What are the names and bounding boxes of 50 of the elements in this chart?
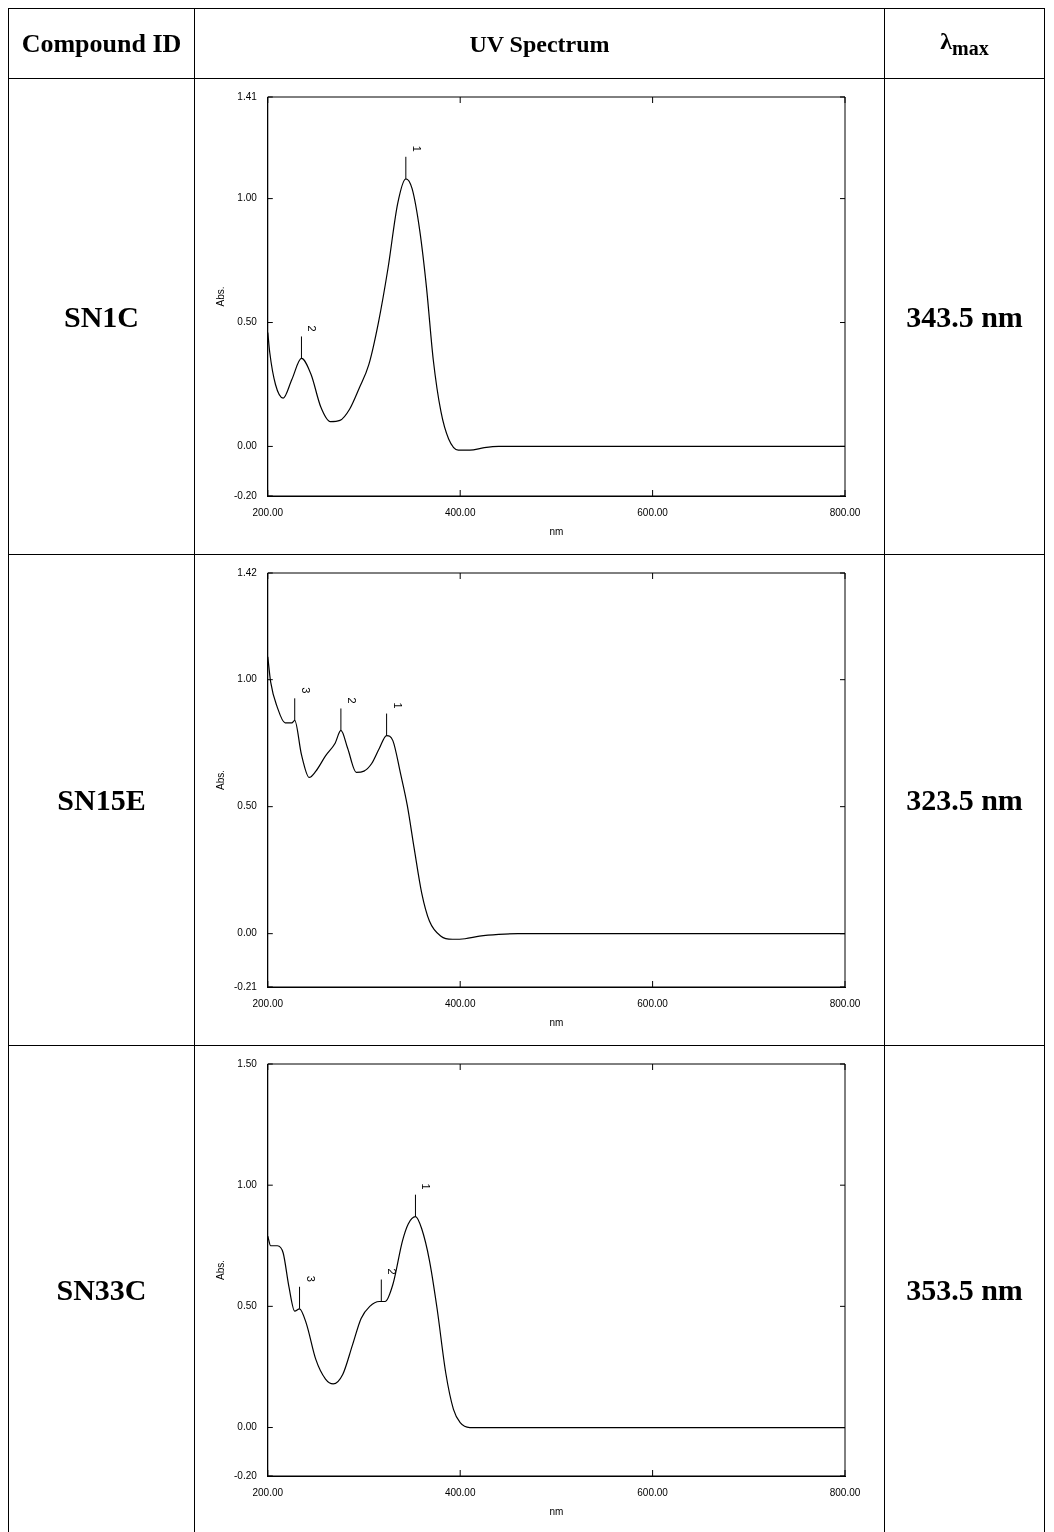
- x-axis-title: nm: [548, 1505, 563, 1517]
- annotation: 3: [299, 687, 312, 694]
- annotation: 1: [410, 145, 423, 152]
- text: SN33C: [8, 1045, 195, 1532]
- text: UV Spectrum: [194, 8, 885, 79]
- x-tick-label: 800.00: [829, 1486, 861, 1498]
- y-tick-label: -0.20: [233, 489, 257, 501]
- y-tick-label: -0.20: [233, 1469, 257, 1481]
- annotation: 2: [385, 1268, 398, 1275]
- x-tick-label: 400.00: [444, 506, 476, 518]
- x-tick-label: 200.00: [252, 997, 284, 1009]
- y-tick-label: 1.42: [236, 566, 257, 578]
- x-axis-title: nm: [548, 1016, 563, 1028]
- annotation: 3: [304, 1275, 317, 1282]
- y-tick-label: 1.00: [236, 192, 257, 204]
- text: 343.5 nm: [884, 78, 1045, 555]
- y-tick-label: 0.00: [236, 1421, 257, 1433]
- y-axis-title: Abs.: [214, 769, 226, 791]
- x-tick-label: 600.00: [636, 1486, 668, 1498]
- x-tick-label: 200.00: [252, 506, 284, 518]
- annotation: 2: [305, 325, 318, 332]
- annotation: 1: [391, 702, 404, 709]
- text: 323.5 nm: [884, 554, 1045, 1046]
- x-tick-label: 600.00: [636, 506, 668, 518]
- x-axis-title: nm: [548, 525, 563, 537]
- y-tick-label: 0.50: [236, 316, 257, 328]
- text: λ$_{max}$: [884, 8, 1045, 79]
- y-tick-label: 0.00: [236, 927, 257, 939]
- y-axis-title: Abs.: [214, 286, 226, 307]
- y-tick-label: 1.50: [236, 1057, 257, 1069]
- annotation: 1: [419, 1183, 432, 1190]
- y-tick-label: -0.21: [233, 980, 257, 992]
- text: SN15E: [8, 554, 195, 1046]
- x-tick-label: 400.00: [444, 1486, 476, 1498]
- x-tick-label: 800.00: [829, 997, 861, 1009]
- y-tick-label: 1.00: [236, 1178, 257, 1190]
- y-tick-label: 1.00: [236, 673, 257, 685]
- x-tick-label: 400.00: [444, 997, 476, 1009]
- y-tick-label: 1.41: [236, 90, 257, 102]
- y-tick-label: 0.50: [236, 800, 257, 812]
- text: 353.5 nm: [884, 1045, 1045, 1532]
- x-tick-label: 600.00: [636, 997, 668, 1009]
- x-tick-label: 200.00: [252, 1486, 284, 1498]
- x-tick-label: 800.00: [829, 506, 861, 518]
- y-axis-title: Abs.: [214, 1259, 226, 1281]
- y-tick-label: 0.50: [236, 1300, 257, 1312]
- y-tick-label: 0.00: [236, 440, 257, 452]
- text: SN1C: [8, 78, 195, 555]
- text: Compound ID: [8, 8, 195, 79]
- annotation: 2: [345, 697, 358, 704]
